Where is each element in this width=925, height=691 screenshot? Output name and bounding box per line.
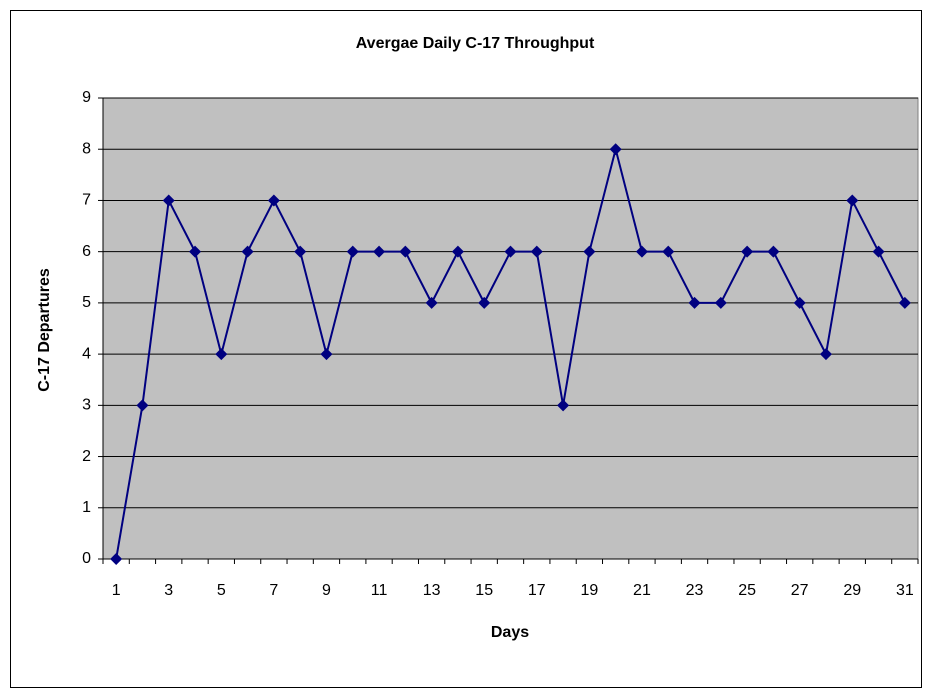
x-tick-label: 27 xyxy=(791,582,809,599)
x-axis-label: Days xyxy=(491,624,529,641)
x-tick-label: 25 xyxy=(738,582,756,599)
x-tick-label: 1 xyxy=(112,582,121,599)
y-axis-label: C-17 Departures xyxy=(36,268,53,392)
x-tick-label: 21 xyxy=(633,582,651,599)
y-tick-label: 4 xyxy=(82,345,91,362)
x-tick-label: 17 xyxy=(528,582,546,599)
chart-title: Avergae Daily C-17 Throughput xyxy=(356,35,595,52)
data-point xyxy=(635,245,648,258)
data-point xyxy=(373,245,386,258)
data-point xyxy=(714,296,727,309)
data-point xyxy=(189,245,202,258)
data-point xyxy=(872,245,885,258)
data-point xyxy=(478,296,491,309)
data-point xyxy=(819,348,832,361)
y-tick-label: 2 xyxy=(82,448,91,465)
data-point xyxy=(162,194,175,207)
data-point xyxy=(346,245,359,258)
data-point xyxy=(530,245,543,258)
x-tick-label: 11 xyxy=(371,582,388,599)
y-tick-label: 8 xyxy=(82,140,91,157)
data-point xyxy=(662,245,675,258)
data-point xyxy=(741,245,754,258)
plot-area xyxy=(102,97,919,560)
x-tick-label: 15 xyxy=(475,582,493,599)
y-tick-label: 1 xyxy=(82,499,91,516)
y-tick-label: 3 xyxy=(82,397,91,414)
data-point xyxy=(557,399,570,412)
x-tick-label: 7 xyxy=(269,582,278,599)
data-point xyxy=(504,245,517,258)
data-point xyxy=(136,399,149,412)
x-tick-label: 9 xyxy=(322,582,331,599)
x-tick-label: 13 xyxy=(423,582,441,599)
y-tick-label: 7 xyxy=(82,192,91,209)
data-point xyxy=(241,245,254,258)
x-tick-label: 29 xyxy=(843,582,861,599)
x-tick-label: 23 xyxy=(686,582,704,599)
y-tick-label: 6 xyxy=(82,243,91,260)
data-point xyxy=(399,245,412,258)
data-point xyxy=(898,296,911,309)
data-point xyxy=(793,296,806,309)
x-tick-label: 19 xyxy=(580,582,598,599)
data-point xyxy=(451,245,464,258)
x-tick-label: 31 xyxy=(896,582,914,599)
data-point xyxy=(267,194,280,207)
data-point xyxy=(110,553,123,565)
data-point xyxy=(425,296,438,309)
y-tick-label: 5 xyxy=(82,294,91,311)
y-tick-label: 0 xyxy=(82,550,91,567)
data-point xyxy=(609,143,622,156)
data-point xyxy=(215,348,228,361)
data-point xyxy=(294,245,307,258)
data-point xyxy=(846,194,859,207)
data-point xyxy=(767,245,780,258)
data-point xyxy=(320,348,333,361)
x-tick-label: 5 xyxy=(217,582,226,599)
x-tick-label: 3 xyxy=(164,582,173,599)
data-point xyxy=(583,245,596,258)
data-point xyxy=(688,296,701,309)
y-tick-label: 9 xyxy=(82,89,91,106)
